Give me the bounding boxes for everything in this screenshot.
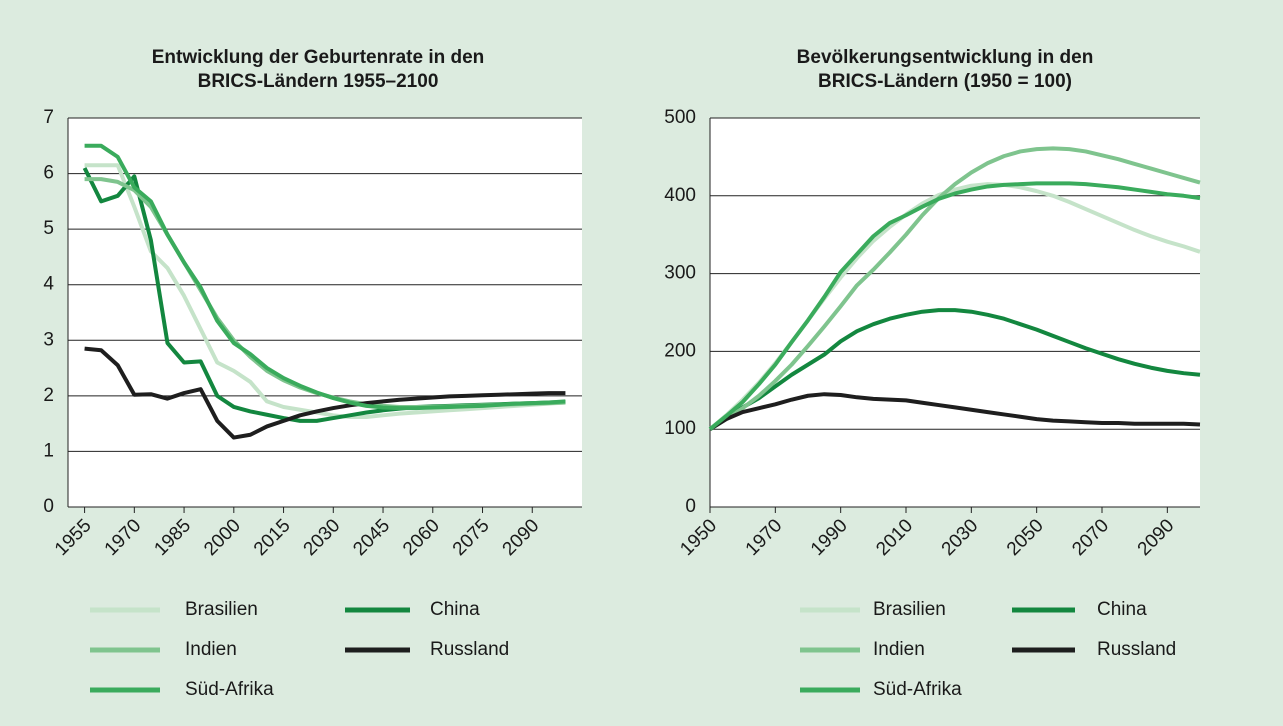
plot-area xyxy=(68,118,582,507)
y-tick-label: 5 xyxy=(43,218,54,239)
series-line xyxy=(84,143,566,411)
legend-label: Brasilien xyxy=(185,599,258,620)
series-line xyxy=(708,181,1201,431)
chart-title: Bevölkerungsentwicklung in den xyxy=(797,47,1094,68)
y-tick-label: 0 xyxy=(685,496,696,517)
y-tick-label: 0 xyxy=(43,496,54,517)
legend-label: Indien xyxy=(185,639,237,660)
y-tick-label: 1 xyxy=(43,440,54,461)
series-line xyxy=(84,346,566,440)
y-tick-label: 200 xyxy=(664,340,696,361)
chart-title: Entwicklung der Geburtenrate in den xyxy=(152,47,485,68)
legend-label: Süd-Afrika xyxy=(185,679,274,700)
chart-title: BRICS-Ländern (1950 = 100) xyxy=(818,71,1072,92)
legend-label: Russland xyxy=(430,639,509,660)
legend-label: Russland xyxy=(1097,639,1176,660)
legend-label: Süd-Afrika xyxy=(873,679,962,700)
y-tick-label: 6 xyxy=(43,163,54,184)
legend-label: Brasilien xyxy=(873,599,946,620)
y-tick-label: 500 xyxy=(664,107,696,128)
y-tick-label: 4 xyxy=(43,274,54,295)
series-line xyxy=(708,392,1201,431)
y-tick-label: 300 xyxy=(664,263,696,284)
chart-title: BRICS-Ländern 1955–2100 xyxy=(198,71,439,92)
y-tick-label: 100 xyxy=(664,418,696,439)
y-tick-label: 2 xyxy=(43,385,54,406)
series-line xyxy=(708,308,1201,431)
plot-area xyxy=(710,118,1200,507)
y-tick-label: 3 xyxy=(43,329,54,350)
legend-label: China xyxy=(430,599,480,620)
series-line xyxy=(708,146,1201,431)
legend-label: Indien xyxy=(873,639,925,660)
legend-label: China xyxy=(1097,599,1147,620)
y-tick-label: 7 xyxy=(43,107,54,128)
y-tick-label: 400 xyxy=(664,185,696,206)
series-line xyxy=(84,163,566,419)
